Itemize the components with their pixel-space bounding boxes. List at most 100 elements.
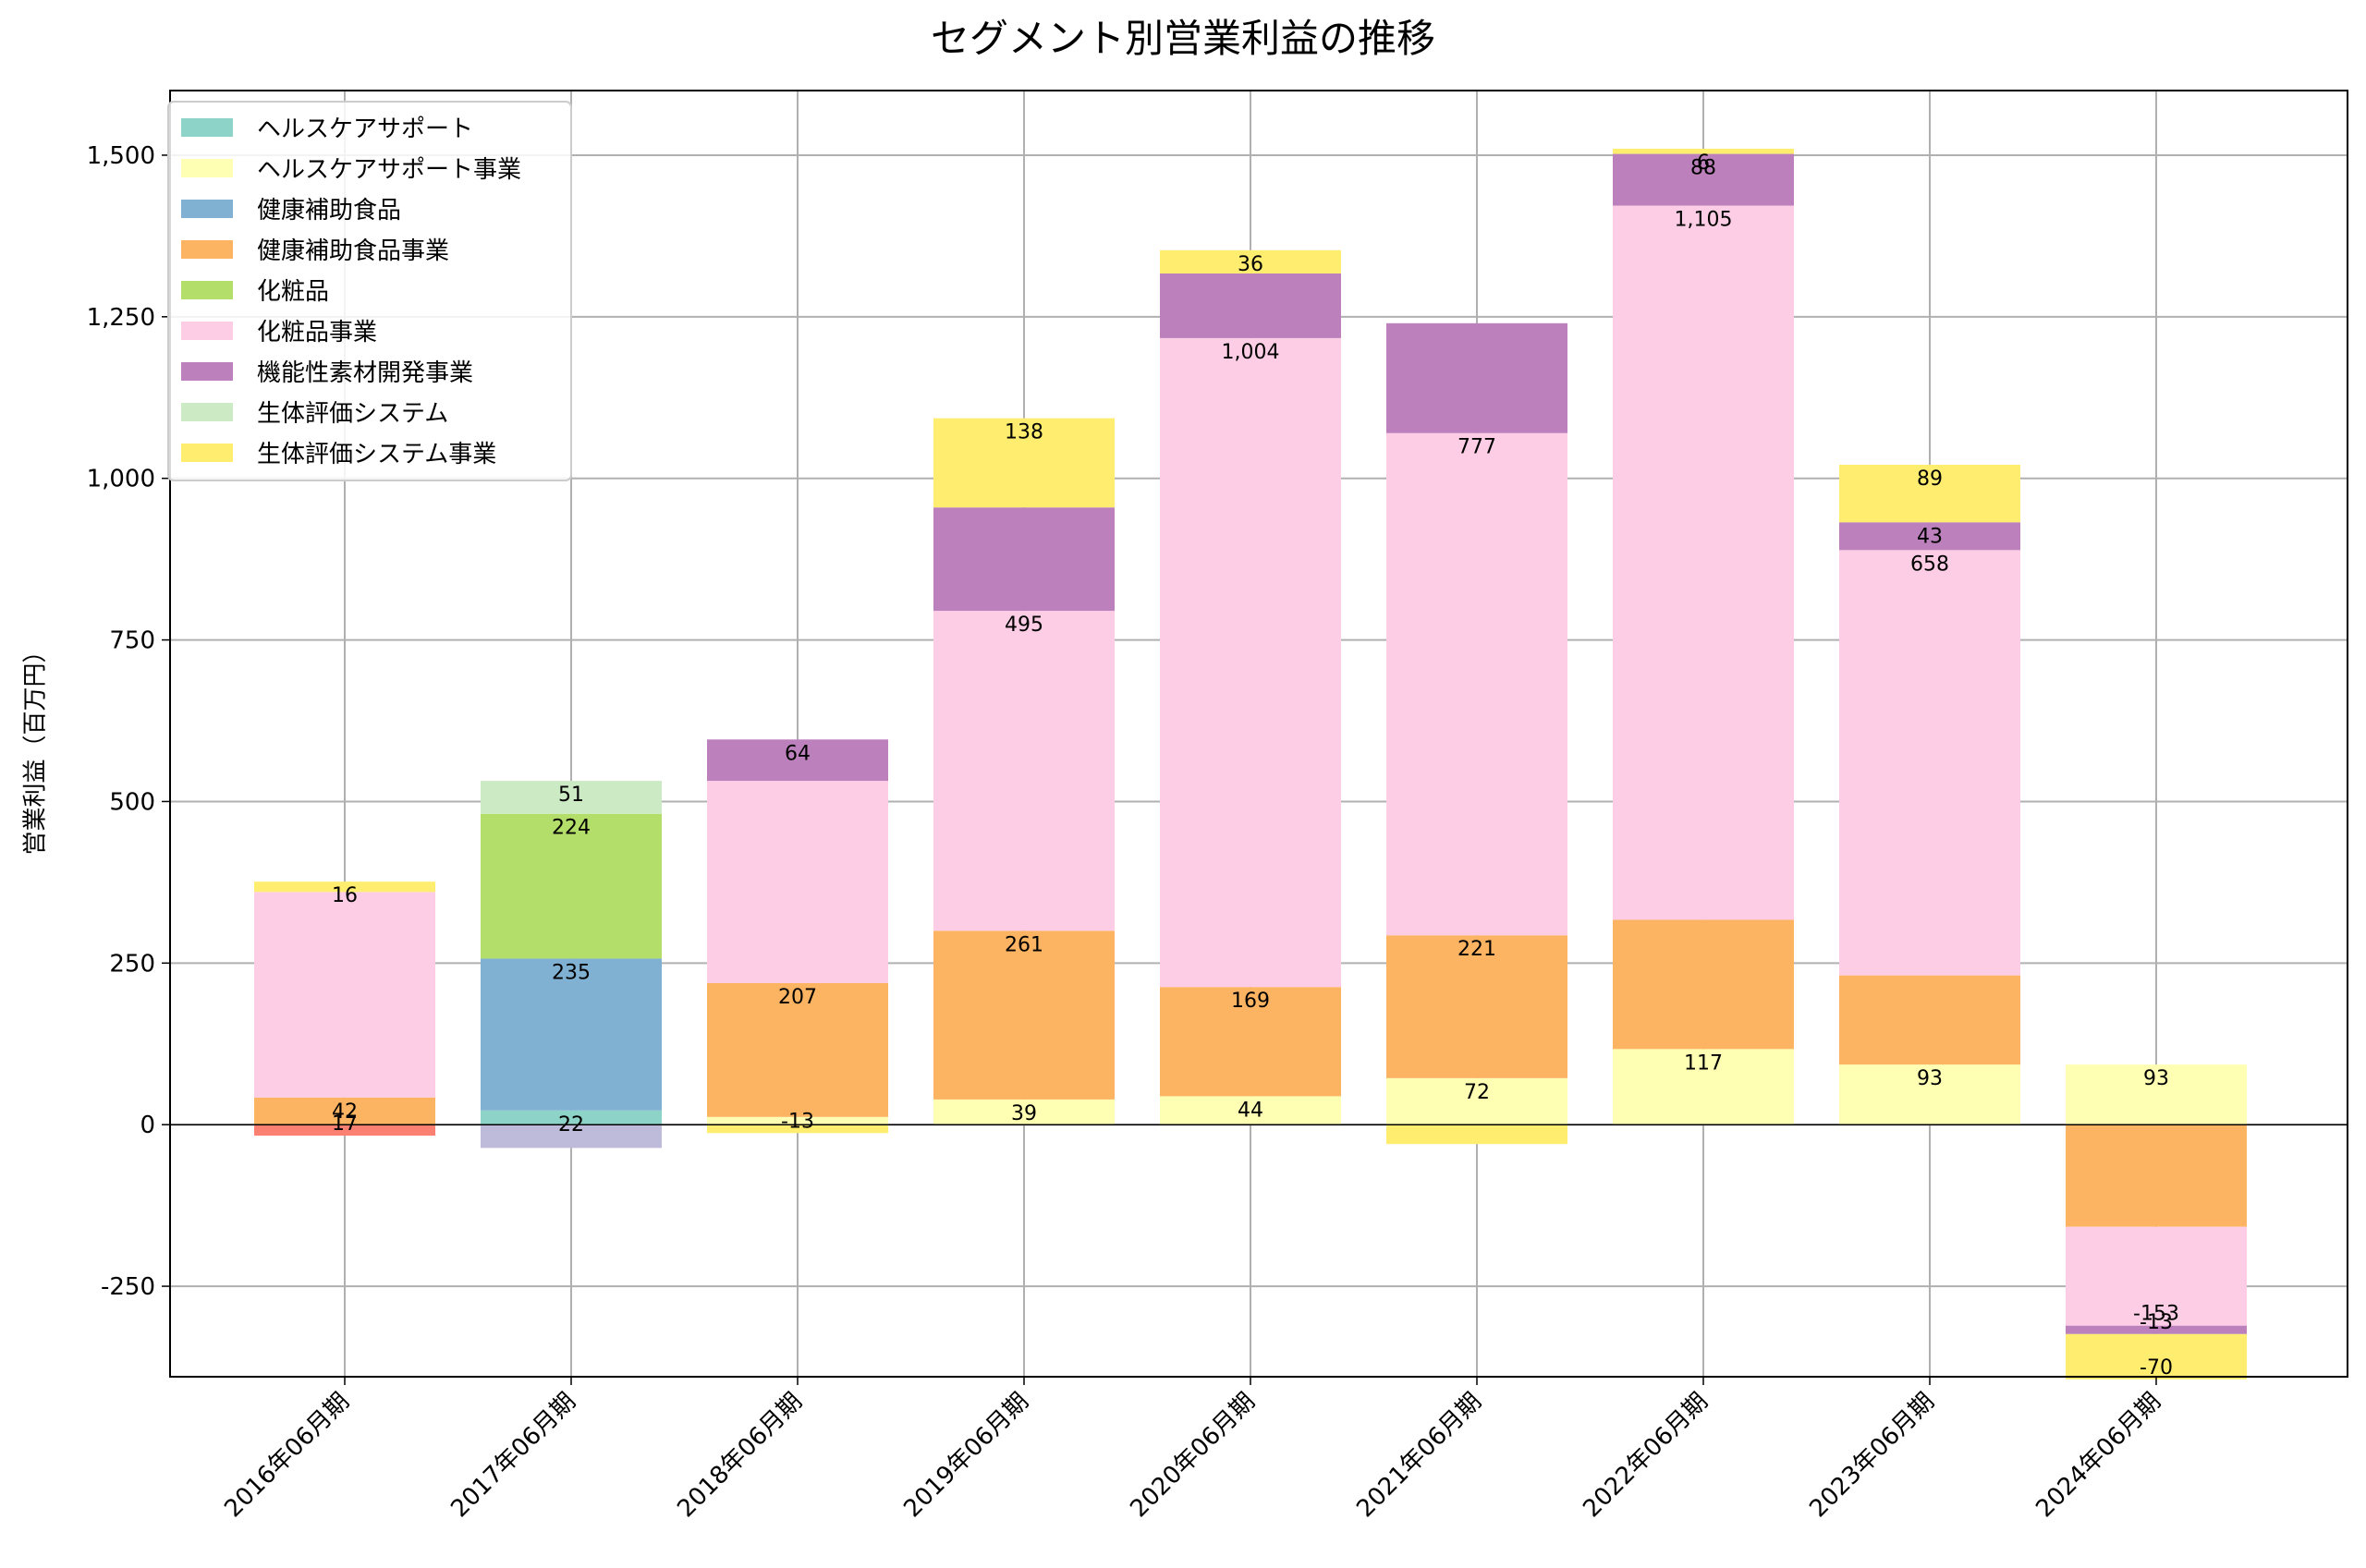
y-tick-label: 1,500 xyxy=(87,142,155,170)
y-tick-label: 0 xyxy=(140,1112,155,1139)
legend-label: 機能性素材開発事業 xyxy=(257,359,473,387)
data-label: 22 xyxy=(558,1113,584,1136)
x-tick-label: 2023年06月期 xyxy=(1804,1388,1940,1524)
legend-label: 生体評価システム事業 xyxy=(257,441,496,468)
y-tick-label: -250 xyxy=(101,1273,155,1301)
x-tick-label: 2022年06月期 xyxy=(1578,1388,1714,1524)
y-tick-label: 1,250 xyxy=(87,304,155,332)
data-label: -70 xyxy=(2140,1356,2173,1380)
data-label: 64 xyxy=(785,742,811,765)
legend-label: 健康補助食品事業 xyxy=(257,237,449,265)
y-tick-label: 500 xyxy=(109,788,155,816)
data-label: -153 xyxy=(2133,1303,2179,1326)
data-label: 261 xyxy=(1005,933,1043,956)
data-label: 89 xyxy=(1917,468,1943,491)
bar-segment xyxy=(1386,1124,1567,1145)
legend-label: ヘルスケアサポート事業 xyxy=(257,156,521,184)
bar-segment xyxy=(1160,1096,1341,1125)
x-tick-label: 2019年06月期 xyxy=(898,1388,1034,1524)
x-tick-label: 2017年06月期 xyxy=(445,1388,581,1524)
bar-segment xyxy=(933,611,1115,931)
data-label: 117 xyxy=(1684,1051,1723,1075)
bar-segment xyxy=(933,507,1115,612)
data-label: 777 xyxy=(1457,436,1496,459)
bar-segment xyxy=(933,418,1115,508)
data-label: 93 xyxy=(1917,1067,1943,1090)
bar-segment xyxy=(707,1124,888,1134)
legend-swatch xyxy=(181,444,233,462)
data-label: 42 xyxy=(332,1100,358,1124)
bar-segment xyxy=(481,958,662,1111)
data-label: 88 xyxy=(1690,157,1716,180)
x-tick-label: 2018年06月期 xyxy=(672,1388,808,1524)
bar-segment xyxy=(2066,1226,2247,1326)
bar-segment xyxy=(2066,1124,2247,1227)
bar-segment xyxy=(2066,1064,2247,1125)
data-label: 224 xyxy=(552,817,591,840)
x-tick-label: 2021年06月期 xyxy=(1351,1388,1487,1524)
legend-swatch xyxy=(181,362,233,381)
data-label: 495 xyxy=(1005,614,1043,637)
x-tick-label: 2016年06月期 xyxy=(219,1388,355,1524)
x-tick-label: 2020年06月期 xyxy=(1125,1388,1261,1524)
legend-swatch xyxy=(181,159,233,177)
bar-segment xyxy=(1613,1049,1794,1125)
data-label: 93 xyxy=(2143,1067,2169,1090)
bar-segment xyxy=(1839,975,2020,1065)
bar-segment xyxy=(1613,153,1794,206)
legend-swatch xyxy=(181,240,233,259)
bar-segment xyxy=(707,1116,888,1125)
legend-swatch xyxy=(181,118,233,137)
data-label: 44 xyxy=(1238,1099,1263,1122)
bar-segments xyxy=(254,148,2247,1380)
legend-label: 化粧品事業 xyxy=(257,319,377,346)
legend-swatch xyxy=(181,281,233,299)
bar-segment xyxy=(1386,935,1567,1078)
data-label: 36 xyxy=(1238,253,1263,276)
data-label: 1,004 xyxy=(1222,341,1280,364)
data-label: 39 xyxy=(1011,1102,1037,1125)
legend-box xyxy=(167,101,572,481)
bar-segment xyxy=(1613,919,1794,1050)
bar-segment xyxy=(1839,522,2020,551)
legend-label: 生体評価システム xyxy=(257,400,448,428)
data-label: 43 xyxy=(1917,525,1943,548)
bar-segment xyxy=(481,1124,662,1149)
y-tick-label: 750 xyxy=(109,627,155,655)
bar-segment xyxy=(1839,465,2020,523)
bar-segment xyxy=(254,892,435,1098)
bar-segment xyxy=(254,1097,435,1125)
data-label: 169 xyxy=(1231,990,1270,1013)
plot-frame xyxy=(169,90,2348,1378)
bar-segment xyxy=(254,881,435,893)
data-label: 221 xyxy=(1457,938,1496,961)
bar-segment xyxy=(1160,987,1341,1097)
y-tick-label: 1,000 xyxy=(87,466,155,493)
y-tick-label: 250 xyxy=(109,950,155,978)
bar-segment xyxy=(1160,273,1341,338)
bar-segment xyxy=(707,781,888,984)
bar-segment xyxy=(1613,148,1794,154)
data-label: 658 xyxy=(1910,553,1949,576)
bar-segment xyxy=(481,781,662,814)
bar-segment xyxy=(1839,550,2020,976)
bar-segment xyxy=(707,983,888,1117)
bar-segment xyxy=(2066,1325,2247,1334)
data-label: 235 xyxy=(552,961,591,984)
x-tick-label: 2024年06月期 xyxy=(2031,1388,2166,1524)
data-label: -13 xyxy=(781,1110,814,1133)
legend: ヘルスケアサポートヘルスケアサポート事業健康補助食品健康補助食品事業化粧品化粧品… xyxy=(167,101,572,481)
data-label: 51 xyxy=(558,784,584,807)
data-label: 6 xyxy=(1697,152,1710,175)
bar-segment xyxy=(254,1124,435,1136)
bar-segment xyxy=(1613,205,1794,920)
data-label: 1,105 xyxy=(1675,209,1733,232)
bar-segment xyxy=(933,1099,1115,1125)
bar-segment xyxy=(1386,322,1567,433)
legend-swatch xyxy=(181,322,233,340)
bar-segment xyxy=(481,1110,662,1125)
bar-segment xyxy=(707,739,888,782)
chart-title: セグメント別営業利益の推移 xyxy=(930,16,1435,61)
data-label: 16 xyxy=(332,884,358,907)
